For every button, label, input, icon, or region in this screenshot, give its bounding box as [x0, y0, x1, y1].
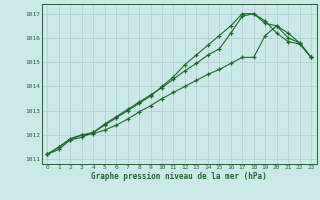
X-axis label: Graphe pression niveau de la mer (hPa): Graphe pression niveau de la mer (hPa)	[91, 172, 267, 181]
